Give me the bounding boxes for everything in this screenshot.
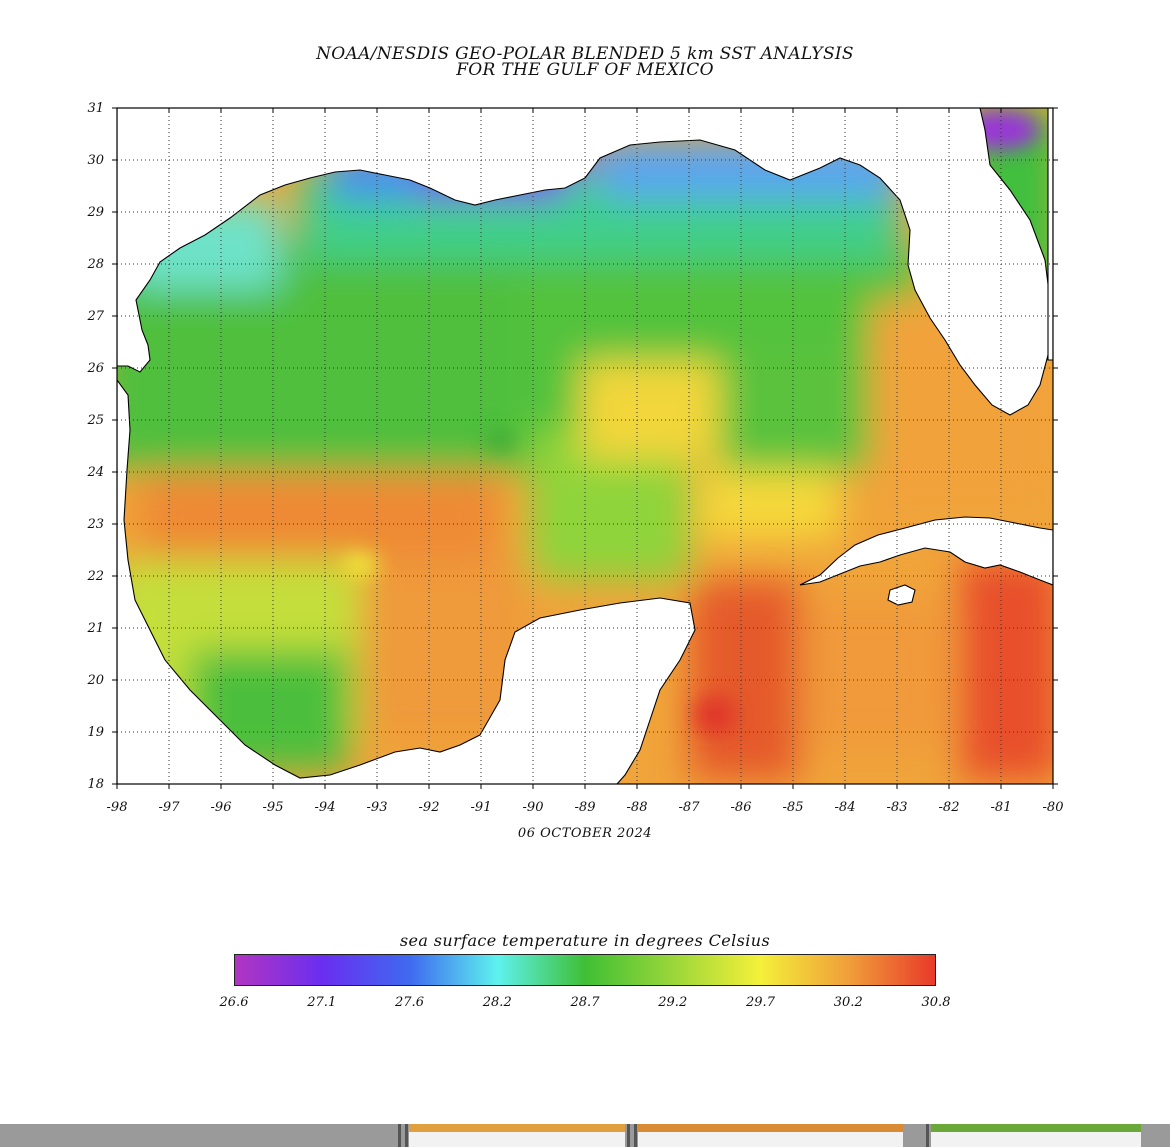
lon-tick-label: -85 (783, 800, 804, 815)
analysis-date: 06 OCTOBER 2024 (517, 826, 653, 841)
colorbar-tick-label: 28.7 (570, 995, 600, 1010)
land-masses (117, 108, 1053, 784)
lat-tick-label: 18 (87, 777, 104, 792)
lon-tick-label: -84 (835, 800, 856, 815)
lon-tick-label: -92 (419, 800, 440, 815)
sst-map: -98 -97 -96 -95 -94 -93 -92 -91 -90 -89 -88 -87 -86 -… (86, 101, 1064, 815)
thumb-separator (627, 1124, 630, 1147)
thumbnail-2[interactable] (638, 1124, 903, 1147)
lon-tick-label: -82 (939, 800, 960, 815)
lon-tick-label: -88 (627, 800, 648, 815)
lon-tick-label: -83 (887, 800, 908, 815)
lat-tick-label: 30 (87, 153, 104, 168)
lon-tick-label: -96 (211, 800, 232, 815)
thumb-separator (634, 1124, 637, 1147)
lon-tick-label: -97 (159, 800, 181, 815)
thumb-separator (398, 1124, 401, 1147)
lat-tick-label: 28 (86, 257, 104, 272)
lon-tick-label: -90 (523, 800, 544, 815)
thumbnail-1[interactable] (409, 1124, 625, 1147)
colorbar-tick-label: 29.2 (658, 995, 688, 1010)
lat-lon-grid (117, 108, 1053, 784)
lat-tick-label: 21 (86, 621, 104, 636)
lat-tick-label: 27 (86, 309, 104, 324)
map-title-line1: NOAA/NESDIS GEO-POLAR BLENDED 5 km SST A… (316, 44, 854, 64)
lon-tick-label: -91 (471, 800, 492, 815)
lat-tick-label: 26 (86, 361, 104, 376)
lon-tick-label: -98 (107, 800, 128, 815)
colorbar-tick-label: 26.6 (219, 995, 249, 1010)
lon-tick-label: -89 (575, 800, 596, 815)
lon-tick-label: -93 (367, 800, 388, 815)
lon-tick-label: -80 (1043, 800, 1064, 815)
lon-tick-label: -95 (263, 800, 284, 815)
colorbar-tick-label: 30.8 (921, 995, 951, 1010)
thumb-separator (926, 1124, 929, 1147)
thumb-separator (405, 1124, 408, 1147)
temperature-colorbar (234, 954, 936, 986)
colorbar-title: sea surface temperature in degrees Celsi… (399, 931, 771, 950)
lon-tick-label: -81 (991, 800, 1012, 815)
colorbar-tick-label: 30.2 (833, 995, 863, 1010)
colorbar-tick-label: 27.6 (395, 995, 424, 1010)
colorbar-tick-label: 27.1 (307, 995, 337, 1010)
lat-tick-label: 31 (87, 101, 104, 116)
colorbar-tick-label: 29.7 (746, 995, 775, 1010)
lon-tick-label: -86 (731, 800, 752, 815)
lat-tick-label: 23 (86, 517, 104, 532)
lat-tick-label: 29 (86, 205, 104, 220)
colorbar-tick-label: 28.2 (482, 995, 512, 1010)
lat-tick-label: 19 (87, 725, 104, 740)
lon-tick-label: -87 (679, 800, 701, 815)
map-title-line2: FOR THE GULF OF MEXICO (456, 60, 714, 80)
lat-tick-label: 25 (86, 413, 104, 428)
lat-tick-label: 24 (86, 465, 104, 480)
thumbnail-3[interactable] (931, 1124, 1141, 1147)
lat-tick-label: 20 (86, 673, 104, 688)
lon-tick-label: -94 (315, 800, 336, 815)
lat-tick-label: 22 (86, 569, 104, 584)
